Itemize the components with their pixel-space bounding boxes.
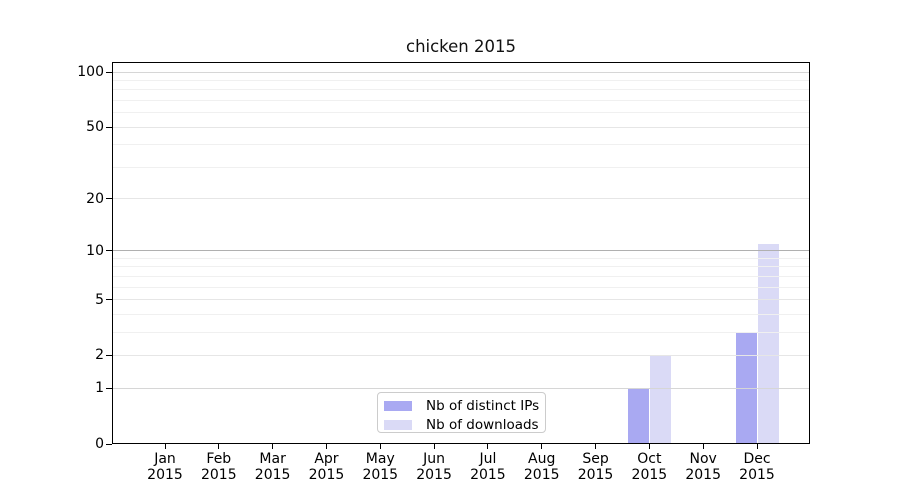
gridline-major (113, 126, 809, 128)
x-label-month: Aug (528, 451, 556, 467)
gridline-major (113, 387, 809, 389)
x-tick-label: Nov 2015 (673, 451, 733, 483)
y-tick (106, 250, 112, 252)
gridline-major (113, 299, 809, 301)
x-tick (272, 444, 274, 449)
gridline-minor (113, 331, 809, 333)
y-tick (106, 126, 112, 128)
x-label-year: 2015 (631, 467, 668, 483)
y-tick (106, 299, 112, 301)
x-label-year: 2015 (523, 467, 560, 483)
y-tick-label: 0 (95, 436, 104, 452)
x-tick (595, 444, 597, 449)
y-tick-label: 10 (86, 242, 104, 259)
x-label-year: 2015 (147, 467, 183, 483)
x-tick (702, 444, 704, 449)
x-label-year: 2015 (200, 467, 237, 483)
x-tick (325, 444, 327, 449)
x-tick-label: Jul 2015 (458, 451, 518, 483)
y-tick-label: 5 (95, 291, 104, 308)
x-label-month: Oct (637, 451, 662, 467)
gridline-major (113, 354, 809, 356)
legend: Nb of distinct IPs Nb of downloads (377, 392, 546, 433)
x-label-year: 2015 (308, 467, 345, 483)
x-tick-label: Apr 2015 (296, 451, 356, 483)
x-tick (756, 444, 758, 449)
x-label-year: 2015 (416, 467, 452, 483)
x-label-month: Apr (314, 451, 339, 467)
gridline-minor (113, 286, 809, 288)
x-label-year: 2015 (470, 467, 506, 483)
bar-downloads-oct (649, 355, 671, 443)
gridline-minor (113, 313, 809, 315)
x-tick (379, 444, 381, 449)
x-label-month: Jul (479, 451, 497, 467)
gridline-minor (113, 166, 809, 168)
y-tick-label: 100 (77, 64, 104, 80)
x-tick (433, 444, 435, 449)
gridline-major (113, 250, 809, 252)
gridline-minor (113, 275, 809, 277)
x-label-month: Jan (154, 451, 176, 467)
gridline-major (113, 198, 809, 200)
x-tick-label: Jan 2015 (135, 451, 195, 483)
gridline-minor (113, 112, 809, 114)
y-tick-label: 2 (95, 347, 104, 364)
x-tick-label: Feb 2015 (189, 451, 249, 483)
x-tick-label: Oct 2015 (619, 451, 679, 483)
x-label-month: Nov (689, 451, 717, 467)
x-label-year: 2015 (685, 467, 721, 483)
x-label-year: 2015 (362, 467, 399, 483)
bar-distinct-ips-dec (735, 332, 757, 443)
x-label-month: Feb (206, 451, 232, 467)
x-tick (648, 444, 650, 449)
x-tick (164, 444, 166, 449)
chart-title: chicken 2015 (406, 37, 516, 56)
y-tick (106, 443, 112, 445)
legend-swatch-downloads (384, 419, 412, 430)
x-tick-label: Jun 2015 (404, 451, 464, 483)
legend-label-distinct-ips: Nb of distinct IPs (426, 397, 540, 414)
x-tick-label: Aug 2015 (512, 451, 572, 483)
gridline-minor (113, 79, 809, 81)
y-tick (106, 198, 112, 200)
y-tick-label: 1 (95, 380, 104, 397)
y-tick (106, 387, 112, 389)
x-label-month: Sep (582, 451, 609, 467)
x-label-year: 2015 (739, 467, 775, 483)
gridline-major (113, 71, 809, 73)
x-label-month: Mar (259, 451, 286, 467)
legend-item-distinct-ips: Nb of distinct IPs (378, 397, 545, 414)
gridline-minor (113, 257, 809, 259)
y-tick (106, 354, 112, 356)
x-tick (541, 444, 543, 449)
legend-swatch-distinct-ips (384, 400, 412, 411)
y-tick-label: 50 (86, 119, 104, 136)
x-label-month: May (365, 451, 395, 467)
legend-label-downloads: Nb of downloads (426, 416, 539, 433)
x-tick-label: May 2015 (350, 451, 410, 483)
bar-distinct-ips-oct (627, 388, 649, 443)
gridline-minor (113, 99, 809, 101)
x-label-month: Jun (423, 451, 446, 467)
x-tick (487, 444, 489, 449)
x-tick-label: Dec 2015 (727, 451, 787, 483)
gridline-minor (113, 144, 809, 146)
legend-item-downloads: Nb of downloads (378, 416, 545, 433)
x-tick (218, 444, 220, 449)
bar-downloads-dec (757, 243, 779, 443)
x-label-month: Dec (743, 451, 771, 467)
gridline-minor (113, 266, 809, 268)
x-tick-label: Sep 2015 (566, 451, 626, 483)
x-label-year: 2015 (577, 467, 614, 483)
gridline-minor (113, 89, 809, 91)
x-label-year: 2015 (254, 467, 291, 483)
x-tick-label: Mar 2015 (243, 451, 303, 483)
y-tick (106, 71, 112, 73)
y-tick-label: 20 (86, 190, 104, 207)
